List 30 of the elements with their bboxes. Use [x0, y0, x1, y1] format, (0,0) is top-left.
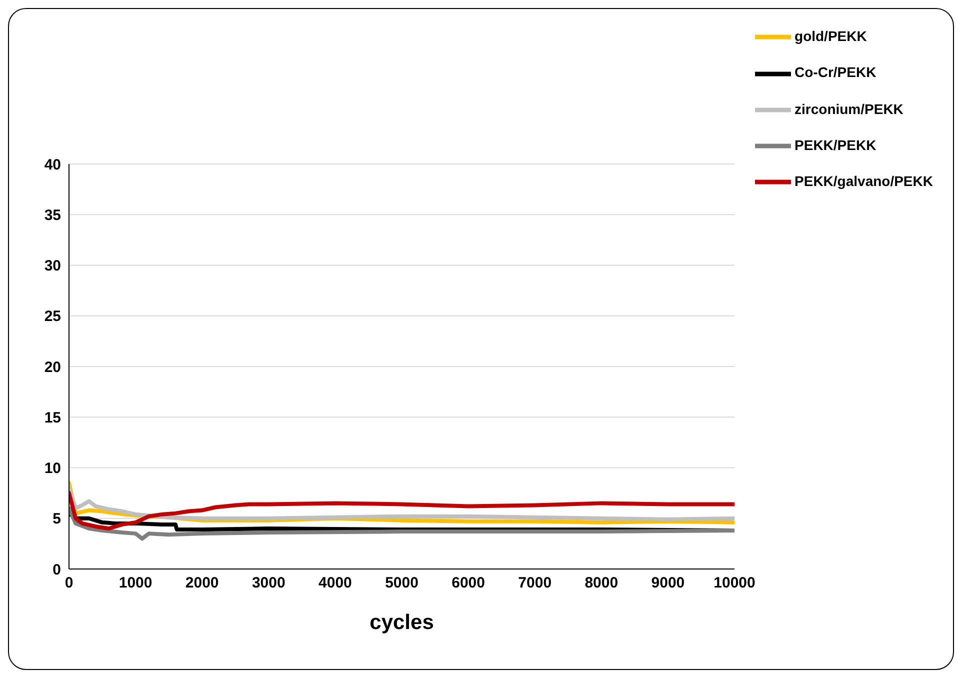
- x-tick-label: 7000: [518, 574, 552, 592]
- x-tick-label: 4000: [318, 574, 352, 592]
- x-tick-label: 1000: [118, 574, 152, 592]
- y-tick-label: 15: [44, 409, 61, 426]
- x-axis-title: cycles: [370, 611, 434, 634]
- y-tick-label: 40: [44, 156, 61, 174]
- x-tick-label: 2000: [185, 574, 219, 592]
- x-tick-label: 9000: [651, 574, 685, 592]
- line-series: [69, 491, 735, 530]
- y-tick-label: 5: [52, 510, 61, 528]
- line-series: [69, 486, 735, 522]
- x-tick-label: 0: [64, 574, 74, 592]
- y-tick-label: 20: [44, 358, 61, 376]
- legend-label: PEKK/galvano/PEKK: [794, 173, 933, 190]
- x-tick-label: 6000: [452, 574, 485, 592]
- y-tick-label: 25: [44, 308, 61, 326]
- chart-frame: gold/PEKK Co-Cr/PEKK zirconium/PEKK PEKK/PEKK PEKK/galvano/PEKK 0 1000 2000 3000 4000 5000 6000 7000 8000 9000 10000 cycles 0 5 10 15 20 25 30 35 40: [8, 8, 954, 670]
- y-tick-label: 0: [52, 561, 61, 578]
- legend-label: PEKK/PEKK: [794, 136, 876, 153]
- line-series: [69, 506, 735, 541]
- y-tick-label: 30: [44, 258, 61, 275]
- x-tick-label: 5000: [385, 574, 418, 592]
- legend-label: gold/PEKK: [794, 28, 867, 44]
- y-tick-label: 35: [44, 206, 61, 224]
- legend-label: Co-Cr/PEKK: [794, 64, 876, 80]
- x-tick-label: 10000: [714, 574, 756, 592]
- legend-label: zirconium/PEKK: [794, 100, 904, 117]
- x-tick-label: 3000: [252, 574, 286, 592]
- x-tick-label: 8000: [584, 574, 618, 592]
- y-tick-label: 10: [44, 460, 61, 478]
